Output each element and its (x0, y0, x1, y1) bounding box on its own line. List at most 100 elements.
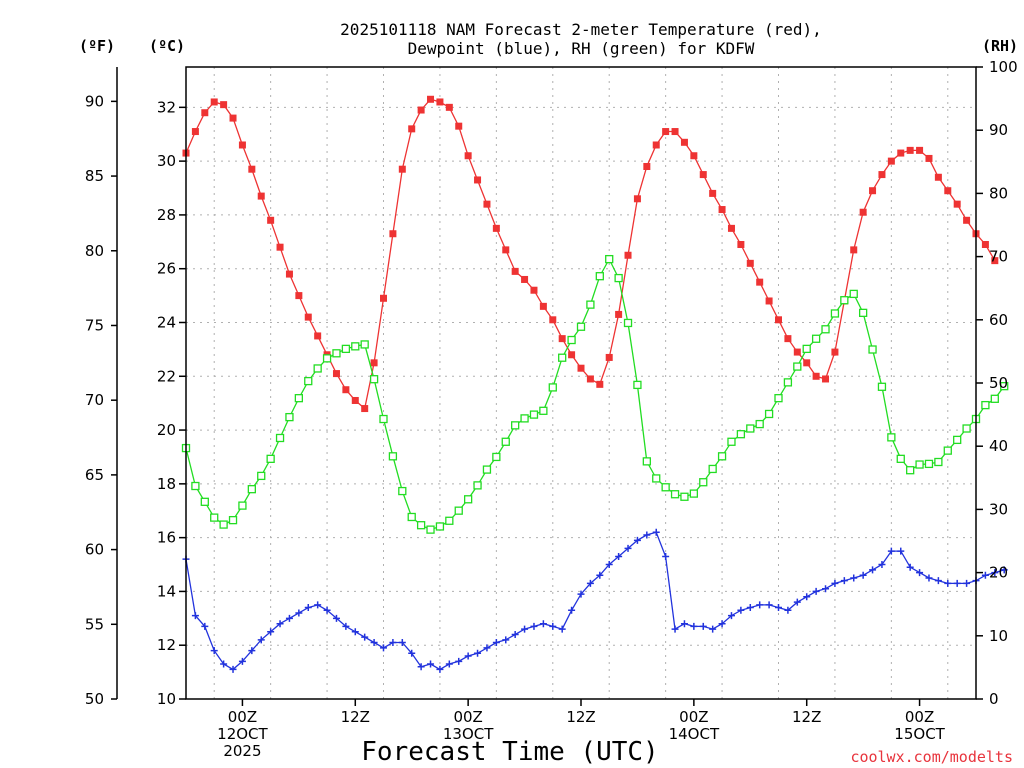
dewpoint-point (351, 628, 359, 636)
dewpoint-point (897, 547, 905, 555)
temperature-point (671, 128, 679, 136)
temperature-point (558, 335, 566, 343)
rh-point (1000, 382, 1009, 391)
rh-point (473, 481, 482, 490)
axes: 10 12 14 16 18 20 22 24 26 28 30 32 50 55 60 65 70 75 80 85… (85, 58, 1018, 760)
temperature-point (539, 302, 547, 310)
temperature-point (455, 122, 463, 130)
temperature-point (652, 141, 660, 149)
rh-point (623, 318, 633, 328)
temperature-point (812, 372, 820, 380)
temperature-point (605, 353, 613, 361)
dewpoint-point (436, 665, 444, 673)
rh-point (605, 254, 614, 264)
rh-point (191, 481, 200, 491)
celsius-tick-label: 14 (157, 582, 176, 600)
dewpoint-point (615, 552, 623, 560)
dewpoint-point (887, 547, 895, 555)
temperature-point (718, 206, 726, 214)
temperature-point (220, 101, 228, 109)
celsius-tick-label: 24 (157, 313, 176, 331)
rh-point (275, 433, 285, 443)
celsius-tick-label: 28 (157, 206, 176, 224)
dewpoint-point (191, 612, 199, 620)
temperature-point (756, 278, 764, 286)
rh-point (896, 454, 905, 463)
rh-point (407, 512, 416, 522)
rh-tick-label: 60 (989, 311, 1008, 329)
temperature-point (963, 216, 971, 224)
dewpoint-point (727, 612, 735, 620)
rh-unit-label: (RH) (982, 37, 1018, 55)
rh-point (558, 353, 567, 362)
rh-point (454, 506, 463, 515)
dewpoint-point (483, 644, 491, 652)
rh-point (285, 412, 294, 422)
dewpoint-point (756, 601, 764, 609)
dewpoint-point (511, 630, 519, 638)
dewpoint-point (680, 620, 688, 628)
rh-point (210, 513, 219, 522)
rh-point (680, 492, 689, 501)
rh-point (981, 400, 990, 410)
rh-point (529, 410, 539, 419)
fahrenheit-tick-label: 80 (85, 242, 104, 260)
rh-point (783, 378, 793, 387)
rh-point (322, 354, 332, 363)
rh-point (595, 272, 604, 281)
dewpoint-point (267, 628, 275, 636)
rh-tick-label: 30 (989, 500, 1008, 518)
celsius-tick-label: 32 (157, 98, 176, 116)
series-layer (181, 95, 1009, 673)
x-tick-label: 00Z (905, 708, 934, 726)
dewpoint-point (869, 566, 877, 574)
rh-point (586, 300, 595, 309)
dewpoint-point (314, 601, 322, 609)
x-tick-label: 2025 (223, 742, 261, 760)
temperature-point (285, 270, 293, 278)
temperature-point (530, 286, 538, 294)
rh-point (727, 437, 736, 446)
fahrenheit-tick-label: 70 (85, 391, 104, 409)
rh-point (567, 335, 576, 345)
x-tick-label: 13OCT (443, 725, 494, 743)
dewpoint-point (370, 639, 378, 647)
rh-point (858, 308, 868, 317)
rh-tick-label: 100 (989, 58, 1018, 76)
credit-link[interactable]: coolwx.com/modelts (850, 748, 1013, 766)
rh-point (266, 454, 275, 463)
rh-point (360, 340, 369, 349)
temperature-point (474, 176, 482, 184)
rh-point (416, 521, 426, 530)
dewpoint-point (596, 571, 604, 579)
temperature-point (436, 98, 444, 106)
temperature-point (398, 165, 406, 173)
series-plus (182, 528, 1008, 673)
temperature-point (267, 216, 275, 224)
temperature-point (643, 163, 651, 171)
rh-point (388, 452, 398, 461)
rh-point (238, 501, 247, 510)
rh-point (463, 495, 473, 504)
rh-point (341, 344, 351, 354)
temperature-point (483, 200, 491, 208)
rh-point (887, 433, 896, 442)
temperature-point (765, 297, 773, 305)
temperature-point (727, 224, 735, 232)
dewpoint-point (803, 593, 811, 601)
temperature-point (577, 364, 585, 372)
temperature-point (859, 208, 867, 216)
x-tick-label: 12Z (792, 708, 821, 726)
x-axis-title: Forecast Time (UTC) (361, 737, 658, 767)
rh-point (736, 430, 746, 439)
dewpoint-point (671, 625, 679, 633)
temperature-point (953, 200, 961, 208)
dewpoint-point (878, 561, 886, 569)
dewpoint-point (850, 574, 858, 582)
rh-point (821, 325, 830, 334)
temperature-point (981, 240, 989, 248)
rh-point (501, 437, 510, 446)
x-tick-label: 15OCT (894, 725, 945, 743)
temperature-point (549, 316, 557, 324)
rh-point (746, 424, 755, 433)
